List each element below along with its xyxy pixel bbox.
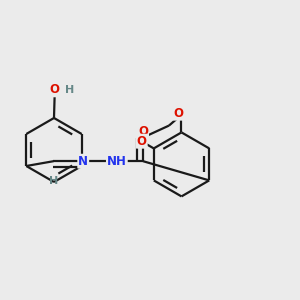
Text: O: O [137,135,147,148]
Text: O: O [138,124,148,138]
Text: O: O [50,83,60,96]
Text: H: H [65,85,74,95]
Text: O: O [173,107,183,120]
Text: NH: NH [107,155,127,168]
Text: H: H [49,176,58,186]
Text: N: N [78,155,88,168]
